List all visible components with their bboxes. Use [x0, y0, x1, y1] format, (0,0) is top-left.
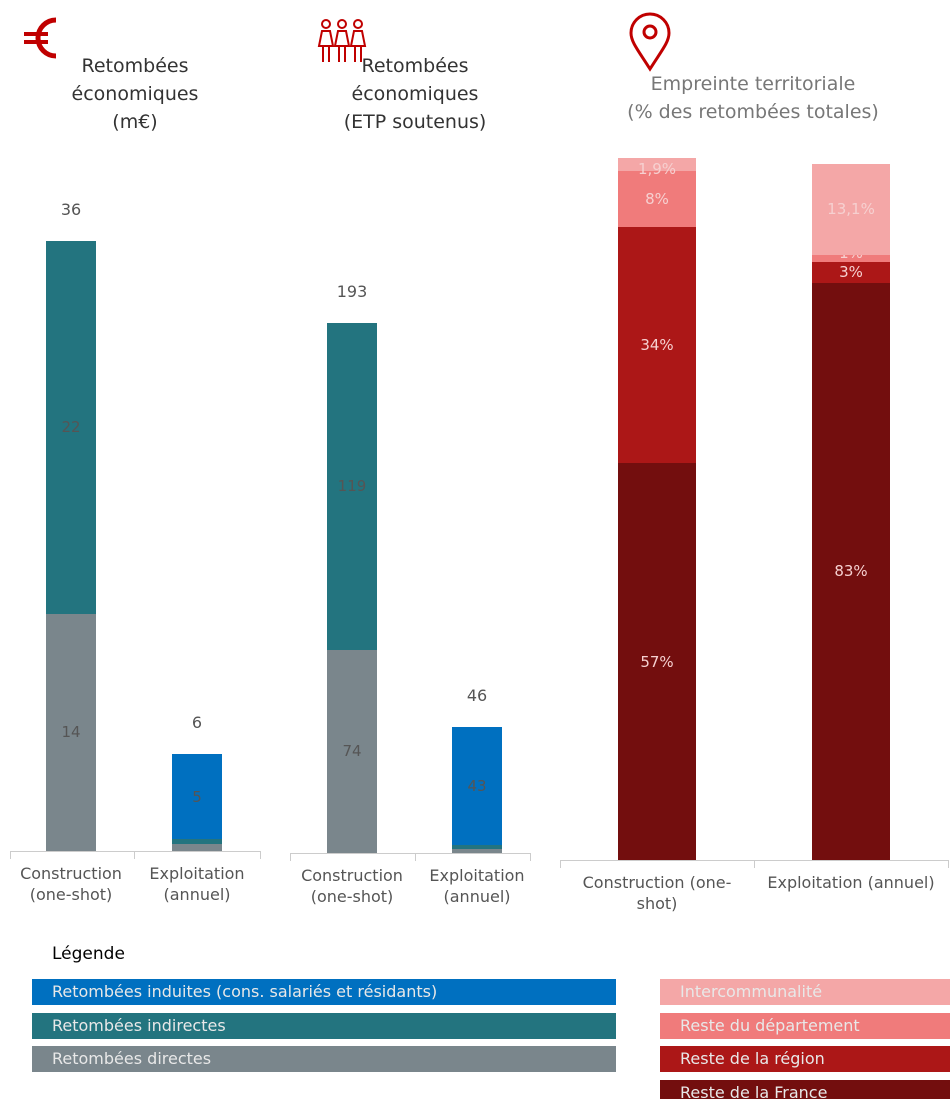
- legend-entry: Reste du département: [660, 1012, 950, 1039]
- bar-segment: [452, 844, 502, 849]
- x-tick-label: Construction (one-shot): [301, 866, 403, 906]
- data-label: 5: [192, 787, 202, 806]
- bar-segment: [812, 261, 890, 283]
- axis-tick: [530, 853, 531, 861]
- data-label: 74: [342, 742, 362, 761]
- bar-segment: [812, 163, 890, 255]
- chart-title: (ETP soutenus): [343, 111, 487, 133]
- bar-segment: [812, 282, 890, 860]
- x-axis: [290, 853, 530, 854]
- data-label: 13,1%: [827, 200, 875, 219]
- bar-segment: [618, 226, 696, 464]
- axis-tick: [560, 860, 561, 868]
- data-label: 8%: [645, 190, 669, 209]
- legend-entry: Retombées directes: [32, 1046, 616, 1072]
- bar-segment: [172, 844, 222, 851]
- axis-tick: [754, 860, 755, 868]
- axis-tick: [414, 853, 416, 861]
- total-label: 46: [466, 685, 488, 705]
- total-label: 193: [336, 282, 368, 301]
- legend-entry: Retombées indirectes: [32, 1012, 616, 1039]
- axis-tick: [260, 851, 261, 859]
- bar-segment: [172, 839, 222, 845]
- axis-tick: [290, 853, 291, 861]
- bar-segment: [172, 754, 222, 840]
- data-label: 3%: [839, 263, 863, 282]
- euro-icon: [24, 17, 57, 59]
- chart-title: (% des retombées totales): [627, 101, 879, 123]
- data-label: 57%: [640, 652, 674, 671]
- x-tick-label: Exploitation (annuel): [767, 873, 935, 892]
- axis-tick: [134, 851, 135, 859]
- total-label: 36: [60, 200, 82, 219]
- data-label: 1,9%: [637, 159, 677, 178]
- legend-entry: Retombées induites (cons. salariés et ré…: [32, 979, 616, 1005]
- bar-segment: [46, 613, 96, 851]
- chart-title: Empreinte territoriale: [650, 73, 856, 95]
- x-tick-label: Exploitation (annuel): [429, 866, 525, 906]
- data-label: 14: [61, 723, 81, 742]
- bar-segment: [618, 158, 696, 172]
- bar-segment: [327, 323, 377, 650]
- legend-entry: Intercommunalité: [660, 979, 950, 1005]
- x-axis: [10, 851, 260, 852]
- x-tick-label: Exploitation (annuel): [149, 864, 245, 904]
- data-label: 22: [61, 418, 81, 437]
- legend-entry: Reste de la région: [660, 1046, 950, 1072]
- chart-title: Retombées: [81, 55, 189, 77]
- people-icon: [317, 19, 367, 62]
- data-label: 83%: [834, 562, 868, 581]
- bar-segment: [46, 241, 96, 614]
- pin-icon: [629, 12, 671, 72]
- chart-title: économiques: [71, 83, 199, 105]
- data-label: 34%: [640, 336, 674, 355]
- bar-segment: [452, 848, 502, 853]
- bar-segment: [618, 171, 696, 227]
- x-tick-label: Construction (one-shot): [582, 873, 732, 913]
- axis-tick: [10, 851, 11, 859]
- data-label: 43: [467, 776, 487, 795]
- bar-segment: [327, 649, 377, 853]
- bar-segment: [812, 254, 890, 262]
- data-label: 119: [337, 477, 367, 496]
- legend-title: Légende: [52, 944, 125, 964]
- x-tick-label: Construction (one-shot): [20, 864, 122, 904]
- chart-title: Retombées: [361, 55, 469, 77]
- chart-title: économiques: [351, 83, 479, 105]
- axis-tick: [948, 860, 949, 868]
- chart-title: (m€): [112, 111, 158, 133]
- bar-segment: [618, 463, 696, 860]
- legend-entry: Reste de la France: [660, 1079, 950, 1099]
- total-label: 6: [191, 713, 203, 733]
- bar-segment: [452, 726, 502, 845]
